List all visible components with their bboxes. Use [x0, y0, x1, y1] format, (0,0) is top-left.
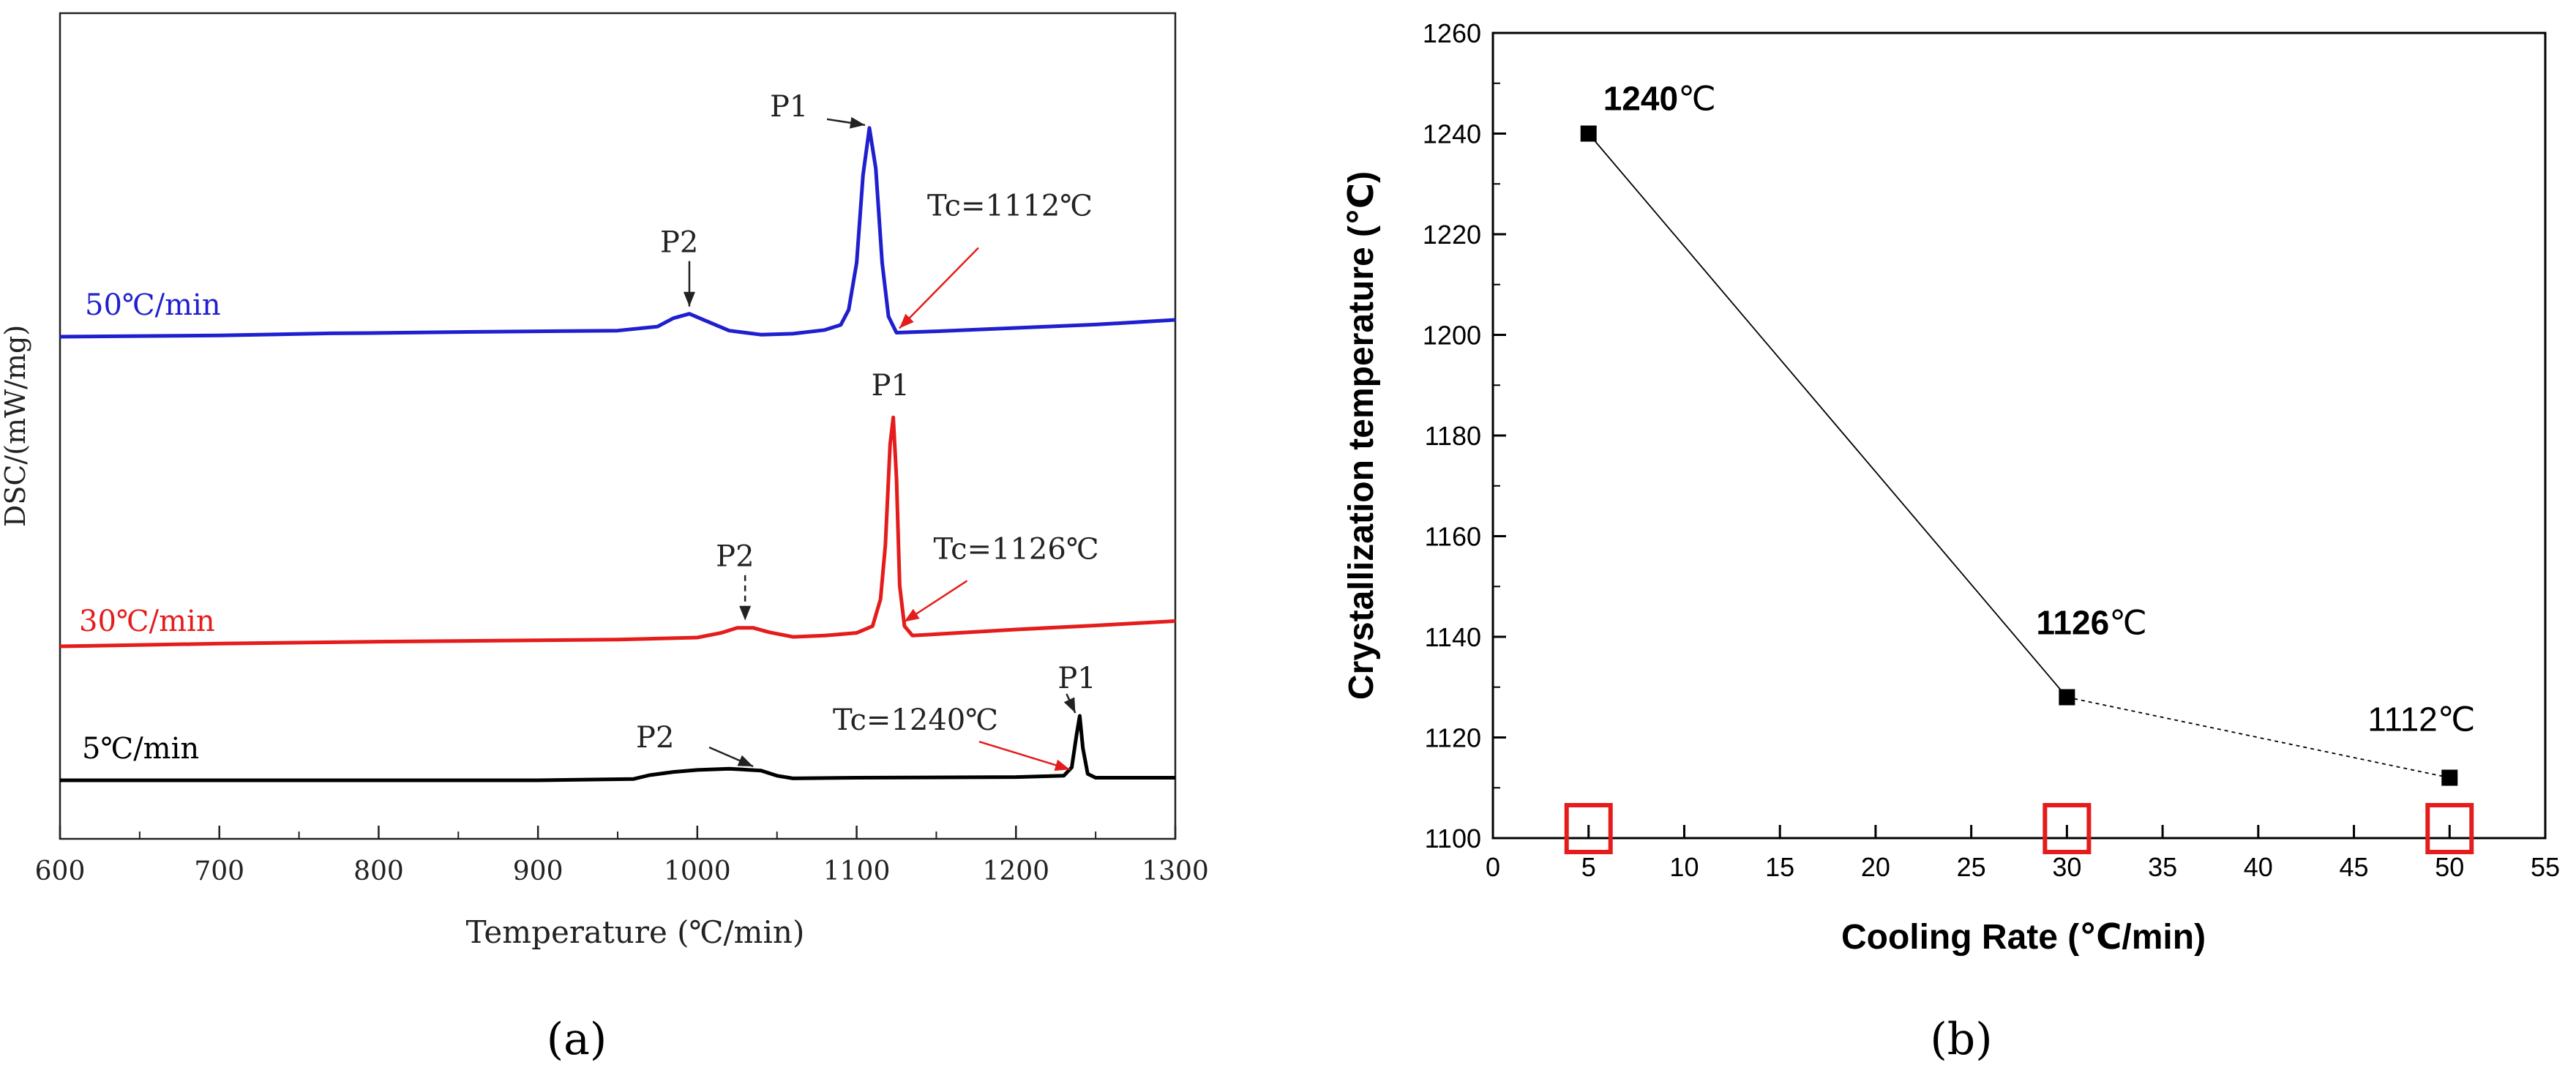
panel-b-x-tick-label: 25 — [1957, 852, 1986, 882]
panel-b-point-label: 1126℃ — [2036, 604, 2146, 642]
panel-b-y-tick-label: 1120 — [1425, 723, 1481, 753]
panel-b-x-tick-label: 20 — [1861, 852, 1890, 882]
panel-a-peak-label: P1 — [770, 90, 808, 124]
panel-b-x-tick-label: 30 — [2052, 852, 2081, 882]
panel-b-y-tick-label: 1220 — [1423, 220, 1481, 250]
panel-b-y-tick-label: 1240 — [1423, 119, 1481, 149]
panel-a-tc-arrow — [899, 247, 979, 329]
panel-a-x-tick-label: 1300 — [1142, 856, 1209, 886]
panel-a-x-tick-label: 800 — [353, 856, 404, 886]
panel-b-point-label: 1240℃ — [1603, 80, 1716, 118]
panel-b-y-tick-label: 1140 — [1425, 622, 1481, 652]
panel-a-peak-label: P1 — [1057, 662, 1096, 695]
panel-a-series-label: 30℃/min — [79, 605, 215, 638]
panel-b-highlight-box — [2425, 803, 2474, 854]
panel-b-x-axis-label: Cooling Rate (℃/min) — [1841, 918, 2206, 957]
panel-a-peak-arrow — [1063, 693, 1077, 714]
panel-a-x-tick-label: 900 — [513, 856, 564, 886]
panel-b-x-tick-label: 10 — [1669, 852, 1699, 882]
panel-b-x-tick-label: 45 — [2340, 852, 2369, 882]
panel-a-peak-arrow — [708, 746, 754, 768]
panel-a-label: (a) — [547, 1014, 607, 1065]
panel-b-series-line — [1588, 132, 2068, 698]
panel-b-x-tick-label: 0 — [1486, 852, 1500, 882]
panel-a-tc-arrow — [978, 741, 1071, 771]
panel-a-series-line — [60, 714, 1175, 782]
panel-b-x-tick-label: 35 — [2148, 852, 2177, 882]
panel-b-crystallization-chart: 0 5 10 15 20 25 30 35 40 45 50 55 1100 1120 1140 1160 11… — [1342, 18, 2560, 1065]
panel-b-y-tick-label: 1260 — [1423, 18, 1481, 48]
panel-b-label: (b) — [1930, 1014, 1992, 1065]
panel-a-peak-label: P2 — [660, 226, 698, 260]
panel-a-peak-label: P1 — [872, 369, 910, 403]
panel-b-x-tick-label: 50 — [2435, 852, 2464, 882]
panel-a-x-tick-label: 1000 — [664, 856, 731, 886]
panel-b-y-tick-label: 1100 — [1425, 823, 1481, 853]
panel-a-tc-label: Tc=1240℃ — [833, 703, 998, 737]
panel-a-tc-label: Tc=1126℃ — [934, 532, 1099, 566]
panel-b-highlight-box — [1564, 803, 1613, 854]
panel-b-data-point — [1580, 125, 1597, 142]
panel-b-frame — [1491, 31, 2547, 840]
panel-a-series-label: 5℃/min — [82, 732, 199, 766]
panel-b-y-tick-label: 1200 — [1423, 321, 1481, 351]
panel-a-series-line — [59, 126, 1176, 339]
panel-a-y-axis-label: DSC/(mW/mg) — [0, 325, 31, 527]
panel-b-x-tick-label: 5 — [1581, 852, 1596, 882]
panel-a-x-tick-label: 700 — [194, 856, 244, 886]
panel-b-data-point — [2059, 689, 2075, 706]
panel-a-series-line — [59, 415, 1176, 649]
panel-a-peak-arrow — [739, 575, 752, 621]
panel-a-series-label: 50℃/min — [85, 288, 221, 322]
panel-b-highlight-box — [2043, 803, 2092, 854]
panel-b-y-tick-label: 1160 — [1425, 522, 1481, 552]
panel-b-data-point — [2441, 769, 2458, 786]
panel-a-peak-arrow — [826, 116, 866, 129]
panel-a-x-tick-label: 600 — [35, 856, 86, 886]
panel-b-x-tick-label: 15 — [1765, 852, 1794, 882]
panel-b-point-label: 1112℃ — [2367, 700, 2475, 739]
panel-a-peak-arrow — [683, 261, 695, 307]
panel-b-y-tick-label: 1180 — [1425, 421, 1481, 451]
panel-a-tc-label: Tc=1112℃ — [927, 189, 1093, 223]
panel-a-tc-arrow — [903, 580, 968, 623]
panel-a-x-tick-label: 1100 — [823, 856, 891, 886]
panel-b-y-axis-label: Crystallization temperature (℃) — [1342, 171, 1381, 700]
panel-a-frame — [59, 12, 1177, 840]
panel-a-x-axis-label: Temperature (℃/min) — [466, 914, 805, 950]
panel-a-x-tick-label: 1200 — [982, 856, 1049, 886]
panel-a-dsc-chart: 600 700 800 900 1000 1100 1200 1300 50℃/min P1 P2… — [0, 12, 1209, 1065]
panel-b-x-tick-label: 40 — [2244, 852, 2273, 882]
panel-a-peak-label: P2 — [716, 540, 754, 574]
panel-b-x-tick-label: 55 — [2531, 852, 2560, 882]
panel-a-peak-label: P2 — [636, 721, 674, 755]
